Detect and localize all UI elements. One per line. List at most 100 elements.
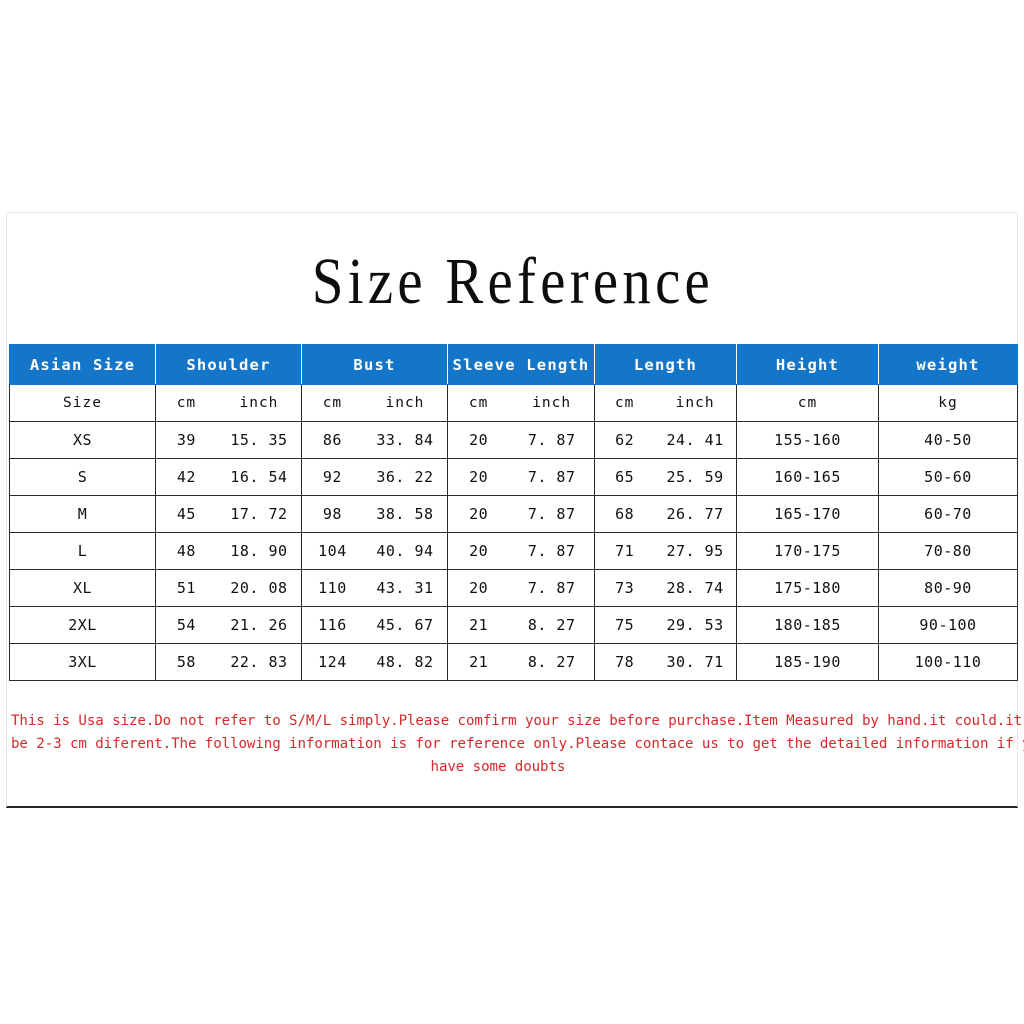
cell-height: 180-185 [736, 606, 879, 644]
table-row: XL 51 20. 08 110 43. 31 20 7. 87 73 28. … [9, 569, 1018, 607]
cell-shoulder: 39 15. 35 [155, 421, 302, 459]
cell-length-inch: 24. 41 [666, 431, 724, 449]
cell-bust-cm: 124 [318, 653, 347, 671]
cell-weight: 70-80 [878, 532, 1018, 570]
cell-shoulder: 51 20. 08 [155, 569, 302, 607]
column-header-weight: weight [878, 344, 1018, 385]
cell-bust-inch: 43. 31 [376, 579, 434, 597]
size-table-wrapper: Asian Size Shoulder Bust Sleeve Length L… [9, 344, 1018, 681]
cell-shoulder-cm: 42 [176, 468, 196, 486]
cell-length-cm: 65 [615, 468, 635, 486]
cell-sleeve-inch: 7. 87 [527, 431, 576, 449]
cell-bust-cm: 86 [322, 431, 342, 449]
cell-length: 71 27. 95 [594, 532, 737, 570]
cell-bust: 98 38. 58 [301, 495, 448, 533]
cell-sleeve: 21 8. 27 [447, 643, 595, 681]
unit-bust-inch: inch [385, 395, 425, 411]
cell-length: 68 26. 77 [594, 495, 737, 533]
cell-shoulder-cm: 48 [176, 542, 196, 560]
cell-bust-inch: 33. 84 [376, 431, 434, 449]
cell-bust-inch: 38. 58 [376, 505, 434, 523]
cell-sleeve-inch: 7. 87 [527, 505, 576, 523]
cell-bust-cm: 104 [318, 542, 347, 560]
cell-sleeve-cm: 21 [469, 653, 489, 671]
cell-bust-cm: 110 [318, 579, 347, 597]
unit-shoulder-cm: cm [176, 395, 197, 411]
cell-length-cm: 75 [615, 616, 635, 634]
cell-shoulder-inch: 22. 83 [230, 653, 288, 671]
cell-size: XS [9, 421, 156, 459]
cell-size: S [9, 458, 156, 496]
unit-bust-cm: cm [322, 395, 343, 411]
cell-shoulder-cm: 51 [176, 579, 196, 597]
unit-sleeve-cm: cm [468, 395, 489, 411]
unit-length: cm inch [594, 384, 737, 422]
cell-shoulder: 45 17. 72 [155, 495, 302, 533]
cell-size: 2XL [9, 606, 156, 644]
unit-length-cm: cm [614, 395, 635, 411]
unit-shoulder-inch: inch [239, 395, 279, 411]
unit-sleeve: cm inch [447, 384, 595, 422]
table-header-row: Asian Size Shoulder Bust Sleeve Length L… [9, 344, 1018, 385]
unit-bust: cm inch [301, 384, 448, 422]
cell-height: 185-190 [736, 643, 879, 681]
cell-length-inch: 25. 59 [666, 468, 724, 486]
cell-shoulder: 42 16. 54 [155, 458, 302, 496]
cell-length: 65 25. 59 [594, 458, 737, 496]
unit-height: cm [736, 384, 879, 422]
cell-bust-cm: 92 [322, 468, 342, 486]
cell-bust: 86 33. 84 [301, 421, 448, 459]
cell-length-cm: 71 [615, 542, 635, 560]
cell-height: 160-165 [736, 458, 879, 496]
cell-shoulder-inch: 17. 72 [230, 505, 288, 523]
cell-height: 165-170 [736, 495, 879, 533]
cell-weight: 80-90 [878, 569, 1018, 607]
unit-size-label: Size [9, 384, 156, 422]
cell-bust-cm: 98 [322, 505, 342, 523]
disclaimer-line-3: have some doubts [430, 758, 566, 775]
cell-bust: 110 43. 31 [301, 569, 448, 607]
cell-bust-inch: 40. 94 [376, 542, 434, 560]
table-row: 2XL 54 21. 26 116 45. 67 21 8. 27 75 29.… [9, 606, 1018, 644]
table-row: M 45 17. 72 98 38. 58 20 7. 87 68 26. 77… [9, 495, 1018, 533]
cell-length: 73 28. 74 [594, 569, 737, 607]
size-chart-card: Size Reference Asian Size Shoulder Bust … [6, 212, 1024, 808]
disclaimer-note: This is Usa size.Do not refer to S/M/L s… [11, 709, 1024, 778]
table-row: S 42 16. 54 92 36. 22 20 7. 87 65 25. 59… [9, 458, 1018, 496]
cell-shoulder-inch: 15. 35 [230, 431, 288, 449]
cell-sleeve: 20 7. 87 [447, 421, 595, 459]
cell-weight: 60-70 [878, 495, 1018, 533]
disclaimer-line-1: This is Usa size.Do not refer to S/M/L s… [11, 712, 1024, 729]
column-header-bust: Bust [301, 344, 448, 385]
table-row: 3XL 58 22. 83 124 48. 82 21 8. 27 78 30.… [9, 643, 1018, 681]
cell-sleeve-cm: 20 [469, 579, 489, 597]
unit-weight: kg [878, 384, 1018, 422]
unit-sleeve-inch: inch [532, 395, 572, 411]
cell-shoulder-cm: 54 [176, 616, 196, 634]
cell-sleeve-cm: 20 [469, 542, 489, 560]
cell-length-inch: 30. 71 [666, 653, 724, 671]
cell-sleeve: 20 7. 87 [447, 458, 595, 496]
cell-length-inch: 28. 74 [666, 579, 724, 597]
cell-sleeve: 21 8. 27 [447, 606, 595, 644]
cell-size: M [9, 495, 156, 533]
cell-shoulder: 54 21. 26 [155, 606, 302, 644]
cell-sleeve-inch: 8. 27 [527, 653, 576, 671]
unit-shoulder: cm inch [155, 384, 302, 422]
column-header-length: Length [594, 344, 737, 385]
cell-sleeve-inch: 7. 87 [527, 579, 576, 597]
cell-length-cm: 62 [615, 431, 635, 449]
cell-shoulder-inch: 18. 90 [230, 542, 288, 560]
cell-length-cm: 78 [615, 653, 635, 671]
cell-bust-inch: 36. 22 [376, 468, 434, 486]
cell-bust: 104 40. 94 [301, 532, 448, 570]
column-header-sleeve-length: Sleeve Length [447, 344, 595, 385]
cell-height: 155-160 [736, 421, 879, 459]
cell-length: 75 29. 53 [594, 606, 737, 644]
cell-shoulder-inch: 16. 54 [230, 468, 288, 486]
cell-bust: 116 45. 67 [301, 606, 448, 644]
size-table: Asian Size Shoulder Bust Sleeve Length L… [9, 344, 1018, 681]
table-row: XS 39 15. 35 86 33. 84 20 7. 87 62 24. 4… [9, 421, 1018, 459]
cell-length-inch: 26. 77 [666, 505, 724, 523]
cell-bust: 92 36. 22 [301, 458, 448, 496]
